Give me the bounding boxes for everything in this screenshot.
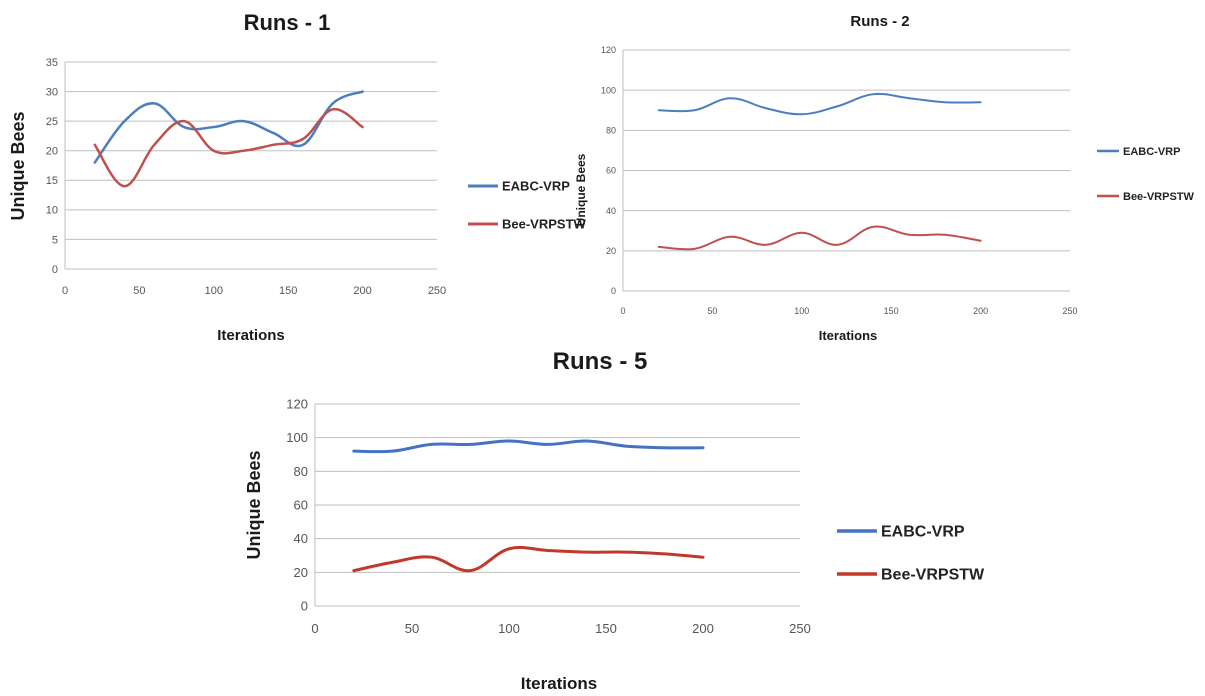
runs-1-y-tick-label: 10 xyxy=(46,205,58,217)
runs-2-x-tick-label: 50 xyxy=(707,306,717,316)
runs-1-y-tick-label: 25 xyxy=(46,116,58,128)
runs-5-x-tick-label: 150 xyxy=(595,621,617,636)
runs-5-legend-label: EABC-VRP xyxy=(881,524,965,541)
runs-2-y-tick-label: 20 xyxy=(606,246,616,256)
runs-1-x-tick-label: 0 xyxy=(62,285,68,297)
runs-2-y-tick-label: 100 xyxy=(601,85,616,95)
runs-1-y-tick-label: 5 xyxy=(52,234,58,246)
chart-runs-2-svg: 0 20 40 60 80 100 120 0 50 100 150 200 250 Runs - 2 It… xyxy=(574,13,1195,343)
runs-2-y-tick-label: 60 xyxy=(606,166,616,176)
runs-1-series-line-bee-vrpstw xyxy=(93,108,364,188)
runs-2-y-tick-label: 80 xyxy=(606,125,616,135)
runs-1-y-tick-label: 0 xyxy=(52,264,58,276)
runs-1-x-tick-label: 200 xyxy=(353,285,371,297)
runs-5-x-tick-label: 0 xyxy=(311,621,318,636)
runs-2-chart-title: Runs - 2 xyxy=(850,13,909,30)
runs-2-y-axis-label: Unique Bees xyxy=(574,153,588,226)
runs-5-y-tick-label: 40 xyxy=(294,531,308,546)
runs-5-y-tick-label: 120 xyxy=(286,397,308,412)
runs-5-x-tick-label: 100 xyxy=(498,621,520,636)
runs-5-y-tick-label: 100 xyxy=(286,430,308,445)
runs-1-y-tick-label: 35 xyxy=(46,57,58,69)
runs-5-x-tick-label: 50 xyxy=(405,621,419,636)
runs-2-y-tick-label: 120 xyxy=(601,45,616,55)
runs-5-x-tick-label: 200 xyxy=(692,621,714,636)
runs-1-y-axis-label: Unique Bees xyxy=(8,111,28,220)
runs-1-x-tick-label: 50 xyxy=(133,285,145,297)
runs-1-x-tick-label: 150 xyxy=(279,285,297,297)
runs-1-x-axis-label: Iterations xyxy=(217,327,285,344)
chart-runs-1: 0 5 10 15 20 25 30 35 0 50 100 150 200 250 Runs - 1 Ite… xyxy=(0,0,600,360)
runs-5-x-tick-label: 250 xyxy=(789,621,811,636)
runs-2-series-line-eabc-vrp xyxy=(657,92,982,116)
runs-2-x-tick-label: 100 xyxy=(794,306,809,316)
runs-1-chart-title: Runs - 1 xyxy=(244,10,331,35)
runs-1-y-tick-label: 20 xyxy=(46,146,58,158)
runs-2-y-tick-label: 0 xyxy=(611,286,616,296)
runs-1-series-line-eabc-vrp xyxy=(93,90,364,164)
runs-2-x-axis-label: Iterations xyxy=(819,328,878,343)
runs-2-legend-label: Bee-VRPSTW xyxy=(1123,191,1195,203)
chart-runs-1-svg: 0 5 10 15 20 25 30 35 0 50 100 150 200 250 Runs - 1 Ite… xyxy=(8,10,587,344)
runs-2-x-tick-label: 200 xyxy=(973,306,988,316)
runs-2-legend-label: EABC-VRP xyxy=(1123,146,1180,158)
chart-runs-2: 0 20 40 60 80 100 120 0 50 100 150 200 250 Runs - 2 It… xyxy=(574,0,1205,360)
runs-5-y-tick-label: 80 xyxy=(294,464,308,479)
runs-2-series-line-bee-vrpstw xyxy=(657,225,982,251)
chart-runs-5-svg: 0 20 40 60 80 100 120 0 50 100 150 200 250 Runs - 5 It… xyxy=(244,348,985,693)
runs-1-y-tick-label: 15 xyxy=(46,175,58,187)
runs-2-x-tick-label: 150 xyxy=(884,306,899,316)
runs-5-y-tick-label: 20 xyxy=(294,565,308,580)
chart-runs-5: 0 20 40 60 80 100 120 0 50 100 150 200 250 Runs - 5 It… xyxy=(220,345,1040,696)
runs-5-y-axis-label: Unique Bees xyxy=(244,450,264,559)
runs-2-x-tick-label: 0 xyxy=(620,306,625,316)
runs-2-x-tick-label: 250 xyxy=(1062,306,1077,316)
runs-1-legend-label: EABC-VRP xyxy=(502,179,570,194)
runs-5-series-line-eabc-vrp xyxy=(352,439,705,454)
runs-5-legend-label: Bee-VRPSTW xyxy=(881,567,985,584)
runs-1-x-tick-label: 100 xyxy=(205,285,223,297)
runs-1-x-tick-label: 250 xyxy=(428,285,446,297)
runs-1-y-tick-label: 30 xyxy=(46,86,58,98)
runs-5-y-tick-label: 60 xyxy=(294,498,308,513)
runs-2-y-tick-label: 40 xyxy=(606,206,616,216)
runs-5-x-axis-label: Iterations xyxy=(521,674,598,693)
runs-5-y-tick-label: 0 xyxy=(301,599,308,614)
runs-5-series-line-bee-vrpstw xyxy=(352,545,705,573)
runs-5-chart-title: Runs - 5 xyxy=(553,348,648,375)
runs-1-legend-label: Bee-VRPSTW xyxy=(502,217,587,232)
